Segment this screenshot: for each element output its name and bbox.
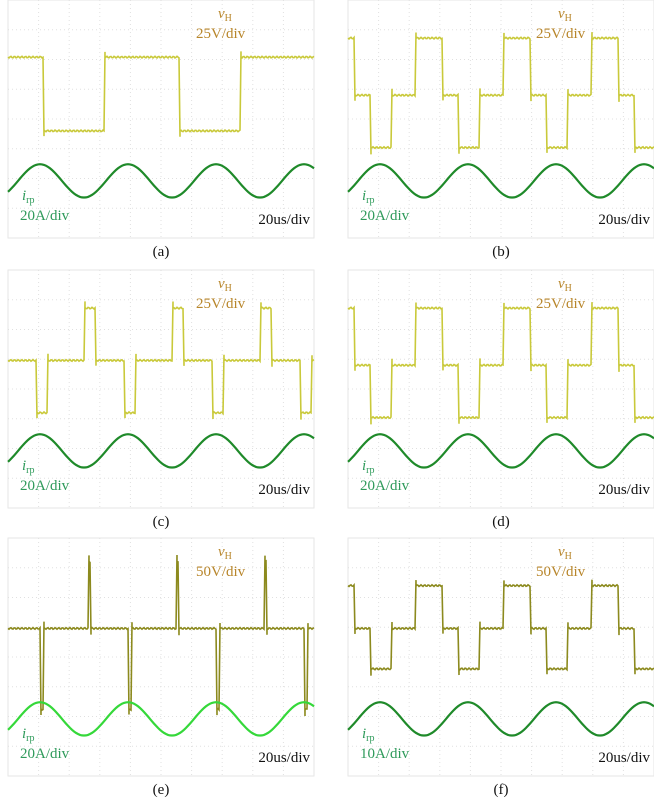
voltage-scale: 25V/div: [536, 296, 586, 312]
voltage-scale: 50V/div: [196, 564, 246, 580]
time-scale: 20us/div: [258, 482, 310, 498]
time-scale: 20us/div: [258, 750, 310, 766]
voltage-scale: 25V/div: [196, 296, 246, 312]
current-scale: 20A/div: [360, 208, 410, 224]
current-scale: 20A/div: [20, 746, 70, 762]
current-subscript: rp: [366, 733, 374, 744]
panel-caption: (e): [153, 782, 170, 798]
current-subscript: rp: [26, 733, 34, 744]
voltage-subscript: H: [565, 283, 572, 294]
voltage-scale: 25V/div: [536, 26, 586, 42]
panel-caption: (a): [153, 244, 170, 260]
current-scale: 20A/div: [20, 208, 70, 224]
current-scale: 20A/div: [360, 478, 410, 494]
voltage-subscript: H: [565, 551, 572, 562]
time-scale: 20us/div: [598, 212, 650, 228]
current-subscript: rp: [366, 465, 374, 476]
voltage-subscript: H: [225, 551, 232, 562]
voltage-scale: 25V/div: [196, 26, 246, 42]
current-subscript: rp: [366, 195, 374, 206]
panel-caption: (c): [153, 514, 170, 530]
panel-caption: (b): [492, 244, 510, 260]
voltage-scale: 50V/div: [536, 564, 586, 580]
voltage-subscript: H: [225, 283, 232, 294]
figure: vH25V/divirp20A/div20us/div(a)vH25V/divi…: [0, 0, 654, 799]
current-scale: 10A/div: [360, 746, 410, 762]
panel-caption: (f): [494, 782, 509, 798]
time-scale: 20us/div: [258, 212, 310, 228]
time-scale: 20us/div: [598, 482, 650, 498]
time-scale: 20us/div: [598, 750, 650, 766]
voltage-subscript: H: [565, 13, 572, 24]
current-scale: 20A/div: [20, 478, 70, 494]
voltage-subscript: H: [225, 13, 232, 24]
current-subscript: rp: [26, 465, 34, 476]
current-subscript: rp: [26, 195, 34, 206]
panel-caption: (d): [492, 514, 510, 530]
